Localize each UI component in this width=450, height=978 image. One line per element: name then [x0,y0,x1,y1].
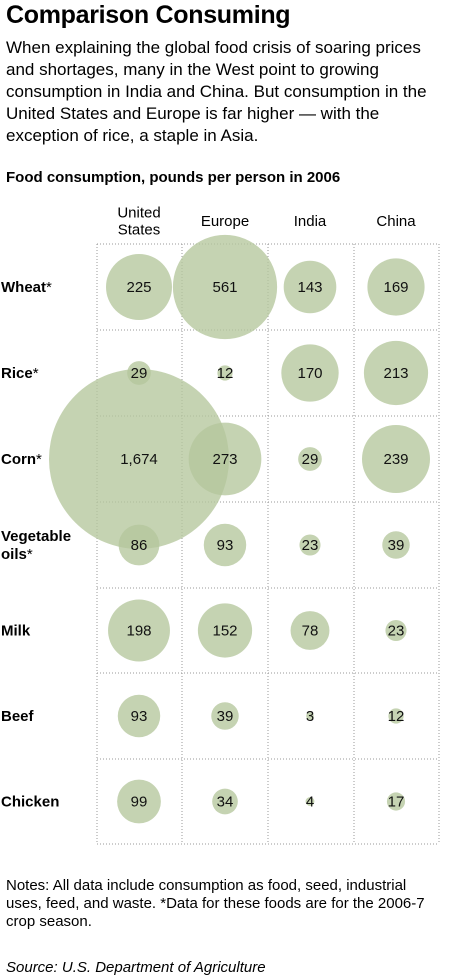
value-label: 39 [388,537,405,554]
bubble [363,340,429,406]
value-label: 170 [297,365,322,382]
bubble [172,234,278,340]
row-label: Milk [1,623,31,640]
bubble [305,797,315,806]
row-label: Beef [1,708,35,725]
bubble [386,792,406,811]
value-label: 86 [131,537,148,554]
column-label: China [376,213,416,230]
value-label: 225 [126,279,151,296]
gridlines [96,243,440,845]
bubble-chart: 225 561 143 169 29 12 170 213 1,674 273 29 239 86 93 2… [1,205,440,845]
row-label: Wheat* [1,279,52,296]
value-label: 273 [212,451,237,468]
bubble [299,534,321,556]
row-label: Chicken [1,794,59,811]
column-label: India [294,213,327,230]
row-label: Rice* [1,365,39,382]
notes-text: Notes: All data include consumption as f… [6,877,425,930]
row-label: Vegetable oils* [1,528,71,563]
value-label: 23 [388,623,405,640]
value-label: 3 [306,708,314,725]
bubble [290,611,330,650]
value-label: 93 [217,537,234,554]
bubble [367,258,425,316]
bubble [197,603,253,658]
bubble [203,523,247,567]
value-label: 152 [212,623,237,640]
page-title: Comparison Consuming [6,1,291,29]
value-labels: 225 561 143 169 29 12 170 213 1,674 273 29 239 86 93 2… [120,279,408,811]
value-label: 17 [388,794,405,811]
bubble [388,708,404,724]
bubble [188,422,262,496]
value-label: 93 [131,708,148,725]
value-label: 29 [131,365,148,382]
bubble [212,788,238,815]
bubble [211,702,239,730]
bubble [117,779,161,824]
value-label: 39 [217,708,234,725]
bubble [108,599,170,662]
value-label: 198 [126,623,151,640]
column-label: United States [117,205,160,239]
value-label: 169 [383,279,408,296]
value-label: 4 [306,794,314,811]
bubble [281,344,339,402]
value-label: 23 [302,537,319,554]
bubble [118,524,160,566]
bubble [283,260,337,314]
row-label: Corn* [1,451,42,468]
value-label: 213 [383,365,408,382]
bubble [48,368,230,550]
value-label: 561 [212,279,237,296]
value-label: 29 [302,451,319,468]
bubble [106,254,172,320]
bubble [306,712,314,720]
source-text: Source: U.S. Department of Agriculture [6,959,266,976]
value-label: 1,674 [120,451,158,468]
value-label: 34 [217,794,234,811]
bubble [117,694,161,738]
value-label: 12 [388,708,405,725]
chart-subtitle: Food consumption, pounds per person in 2… [6,169,341,186]
value-label: 239 [383,451,408,468]
value-label: 78 [302,623,319,640]
bubble [217,365,233,381]
bubble [298,447,322,471]
value-label: 12 [217,365,234,382]
bubble [361,424,431,494]
column-label: Europe [201,213,249,230]
value-label: 99 [131,794,148,811]
bubble [382,531,410,559]
value-label: 143 [297,279,322,296]
bubbles [48,234,431,824]
intro-text: When explaining the global food crisis o… [6,38,427,145]
bubble [385,619,407,642]
